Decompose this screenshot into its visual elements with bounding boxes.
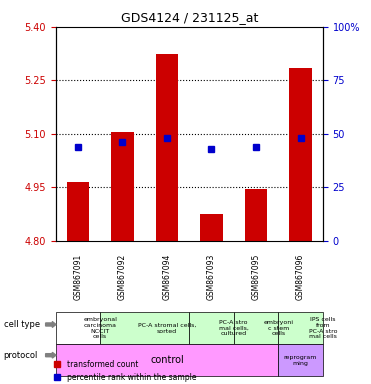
FancyBboxPatch shape xyxy=(234,312,278,344)
Text: PC-A stromal cells,
sorted: PC-A stromal cells, sorted xyxy=(138,323,196,334)
FancyBboxPatch shape xyxy=(100,312,189,344)
FancyBboxPatch shape xyxy=(189,312,234,344)
Text: IPS cells
from
PC-A stro
mal cells: IPS cells from PC-A stro mal cells xyxy=(309,317,337,339)
Text: GSM867093: GSM867093 xyxy=(207,253,216,300)
Text: GSM867095: GSM867095 xyxy=(252,253,260,300)
FancyBboxPatch shape xyxy=(278,344,323,376)
Bar xyxy=(289,68,312,241)
FancyBboxPatch shape xyxy=(56,312,100,344)
Bar xyxy=(200,214,223,241)
Bar xyxy=(111,132,134,241)
Text: protocol: protocol xyxy=(4,351,38,360)
Text: GSM867094: GSM867094 xyxy=(162,253,171,300)
Text: GSM867096: GSM867096 xyxy=(296,253,305,300)
Text: GSM867092: GSM867092 xyxy=(118,253,127,300)
Text: PC-A stro
mal cells,
cultured: PC-A stro mal cells, cultured xyxy=(219,320,249,336)
FancyBboxPatch shape xyxy=(56,344,278,376)
Text: control: control xyxy=(150,355,184,365)
Title: GDS4124 / 231125_at: GDS4124 / 231125_at xyxy=(121,11,258,24)
FancyBboxPatch shape xyxy=(278,312,323,344)
Text: embryonal
carcinoma
NCCIT
cells: embryonal carcinoma NCCIT cells xyxy=(83,317,117,339)
Text: reprogram
ming: reprogram ming xyxy=(284,355,317,366)
Bar xyxy=(67,182,89,241)
Text: cell type: cell type xyxy=(4,320,40,329)
Text: embryoni
c stem
cells: embryoni c stem cells xyxy=(263,320,293,336)
Bar xyxy=(156,54,178,241)
Legend: transformed count, percentile rank within the sample: transformed count, percentile rank withi… xyxy=(52,358,198,384)
Bar xyxy=(245,189,267,241)
Text: GSM867091: GSM867091 xyxy=(73,253,82,300)
